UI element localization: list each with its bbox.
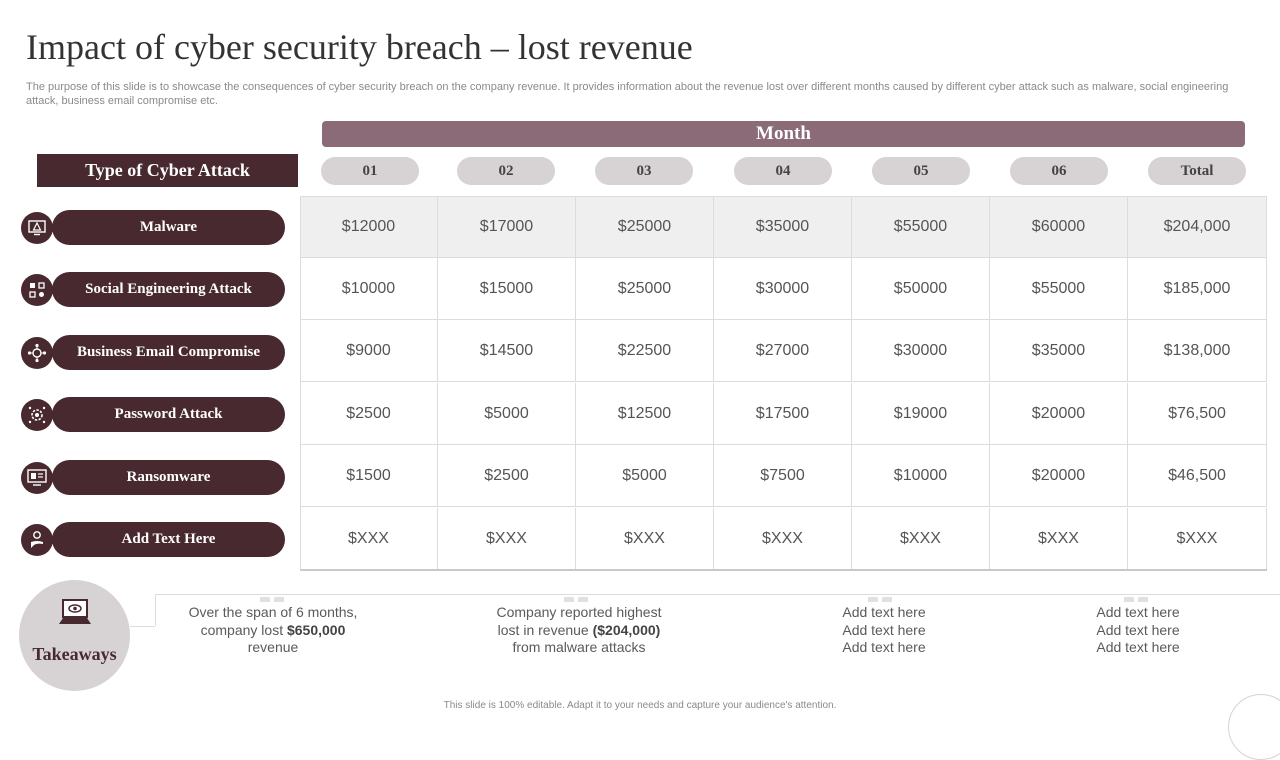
table-cell: $12500 <box>576 383 714 445</box>
table-cell: $25000 <box>576 196 714 258</box>
table-cell: $9000 <box>300 320 438 382</box>
table-cell-total: $185,000 <box>1128 258 1267 320</box>
slide-title: Impact of cyber security breach – lost r… <box>26 27 693 67</box>
takeaway-3: Add text here Add text here Add text her… <box>842 604 926 655</box>
table-cell: $20000 <box>990 383 1128 445</box>
takeaways-connector-stub <box>130 626 155 627</box>
table-cell: $10000 <box>300 258 438 320</box>
table-cell: $50000 <box>852 258 990 320</box>
table-cell: $17500 <box>714 383 852 445</box>
column-header-01: 01 <box>321 157 419 185</box>
table-cell: $30000 <box>714 258 852 320</box>
table-cell: $5000 <box>576 445 714 507</box>
table-cell-total: $46,500 <box>1128 445 1267 507</box>
table-cell: $XXX <box>438 508 576 570</box>
hand-coin-icon <box>21 524 53 556</box>
takeaway-marker <box>260 589 288 602</box>
laptop-eye-icon <box>57 598 93 633</box>
attack-social-engineering: Social Engineering Attack <box>52 272 285 307</box>
column-header-total: Total <box>1148 157 1246 185</box>
table-cell: $55000 <box>852 196 990 258</box>
table-cell: $XXX <box>852 508 990 570</box>
table-cell: $35000 <box>714 196 852 258</box>
takeaways-label: Takeaways <box>32 644 117 664</box>
monitor-alert-icon <box>21 212 53 244</box>
takeaway-4: Add text here Add text here Add text her… <box>1096 604 1180 655</box>
table-cell: $XXX <box>990 508 1128 570</box>
takeaways-divider <box>155 594 1280 595</box>
attack-password: Password Attack <box>52 397 285 432</box>
table-cell-total: $138,000 <box>1128 320 1267 382</box>
takeaway-marker <box>868 589 896 602</box>
table-cell: $55000 <box>990 258 1128 320</box>
revenue-table: $12000 $17000 $25000 $35000 $55000 $6000… <box>300 196 1267 570</box>
table-cell-total: $204,000 <box>1128 196 1267 258</box>
takeaway-2: Company reported highest lost in revenue… <box>496 604 662 655</box>
takeaway-1: Over the span of 6 months, company lost … <box>188 604 358 655</box>
takeaways-badge: Takeaways <box>19 580 130 691</box>
column-header-03: 03 <box>595 157 693 185</box>
password-gear-icon <box>21 399 53 431</box>
column-header-06: 06 <box>1010 157 1108 185</box>
table-cell: $19000 <box>852 383 990 445</box>
table-cell-total: $XXX <box>1128 508 1267 570</box>
attack-business-email-compromise: Business Email Compromise <box>52 335 285 370</box>
table-cell: $5000 <box>438 383 576 445</box>
table-cell: $12000 <box>300 196 438 258</box>
takeaway-marker <box>564 589 592 602</box>
attack-add-text: Add Text Here <box>52 522 285 557</box>
email-network-icon <box>21 337 53 369</box>
table-cell: $27000 <box>714 320 852 382</box>
social-network-icon <box>21 274 53 306</box>
table-cell: $XXX <box>300 508 438 570</box>
table-cell: $22500 <box>576 320 714 382</box>
table-cell: $XXX <box>576 508 714 570</box>
table-cell: $30000 <box>852 320 990 382</box>
attack-ransomware: Ransomware <box>52 460 285 495</box>
table-cell: $17000 <box>438 196 576 258</box>
table-cell: $10000 <box>852 445 990 507</box>
slide-subtitle: The purpose of this slide is to showcase… <box>26 81 1229 107</box>
table-cell: $1500 <box>300 445 438 507</box>
table-cell: $2500 <box>438 445 576 507</box>
takeaway-marker <box>1124 589 1152 602</box>
table-cell: $2500 <box>300 383 438 445</box>
table-cell: $7500 <box>714 445 852 507</box>
attack-malware: Malware <box>52 210 285 245</box>
month-header: Month <box>322 121 1245 147</box>
table-cell-total: $76,500 <box>1128 383 1267 445</box>
column-header-05: 05 <box>872 157 970 185</box>
table-cell: $35000 <box>990 320 1128 382</box>
table-cell: $14500 <box>438 320 576 382</box>
table-cell: $XXX <box>714 508 852 570</box>
table-cell: $25000 <box>576 258 714 320</box>
attack-type-header: Type of Cyber Attack <box>37 154 298 187</box>
table-cell: $15000 <box>438 258 576 320</box>
table-cell: $60000 <box>990 196 1128 258</box>
column-header-02: 02 <box>457 157 555 185</box>
takeaways-connector <box>155 594 156 626</box>
table-cell: $20000 <box>990 445 1128 507</box>
corner-decoration <box>1228 694 1280 760</box>
ransomware-screen-icon <box>21 462 53 494</box>
slide-footer: This slide is 100% editable. Adapt it to… <box>443 700 837 711</box>
column-header-04: 04 <box>734 157 832 185</box>
